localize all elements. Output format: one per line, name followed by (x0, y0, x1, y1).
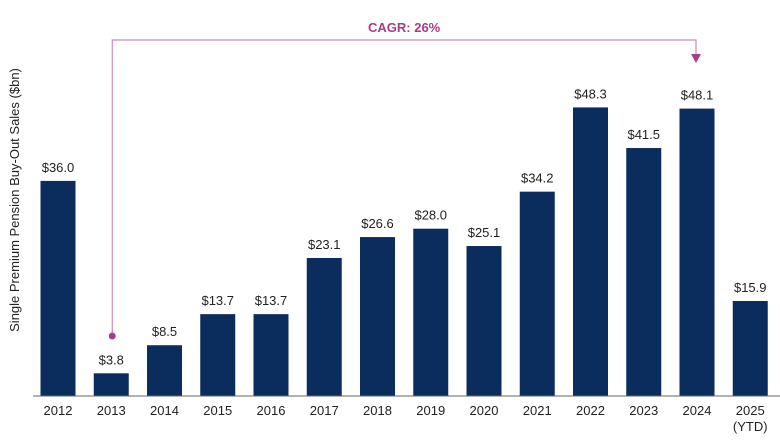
x-tick-2022: 2022 (576, 403, 605, 418)
data-label-2014: $8.5 (152, 324, 177, 339)
x-tick-2017: 2017 (310, 403, 339, 418)
bar-2018 (360, 237, 395, 396)
data-label-2012: $36.0 (42, 160, 75, 175)
data-label-2020: $25.1 (468, 225, 501, 240)
bar-2015 (200, 314, 236, 396)
x-tick-2025: 2025 (736, 403, 765, 418)
x-tick-2012: 2012 (44, 403, 73, 418)
data-label-2016: $13.7 (255, 293, 288, 308)
x-tick-2016: 2016 (257, 403, 286, 418)
x-tick-2019: 2019 (416, 403, 445, 418)
bar-2022 (573, 107, 608, 396)
bar-2021 (519, 191, 555, 396)
bar-2013 (93, 373, 129, 396)
bar-2025 (732, 300, 768, 396)
data-label-2017: $23.1 (308, 237, 341, 252)
x-tick-2014: 2014 (150, 403, 179, 418)
data-label-2023: $41.5 (627, 127, 660, 142)
bar-2019 (413, 228, 449, 396)
bar-2017 (306, 257, 342, 396)
data-label-2013: $3.8 (99, 352, 124, 367)
x-tick-2018: 2018 (363, 403, 392, 418)
data-label-2024: $48.1 (681, 88, 714, 103)
data-label-2025: $15.9 (734, 280, 767, 295)
x-tick-2015: 2015 (203, 403, 232, 418)
cagr-start-dot (108, 332, 116, 340)
x-tick-2021: 2021 (523, 403, 552, 418)
x-tick-2020: 2020 (470, 403, 499, 418)
cagr-arrow-icon (691, 54, 701, 63)
bar-2020 (466, 246, 502, 396)
data-label-2021: $34.2 (521, 171, 554, 186)
cagr-connector (111, 39, 697, 336)
bar-2012 (40, 180, 76, 396)
x-tick-2013: 2013 (97, 403, 126, 418)
y-axis-label: Single Premium Pension Buy-Out Sales ($b… (7, 68, 22, 332)
bar-2024 (679, 108, 715, 396)
data-label-2015: $13.7 (201, 293, 234, 308)
data-label-2019: $28.0 (414, 208, 447, 223)
data-label-2022: $48.3 (574, 86, 607, 101)
x-tick-2024: 2024 (683, 403, 712, 418)
x-tick-2023: 2023 (629, 403, 658, 418)
x-tick-sublabel-2025: (YTD) (733, 419, 768, 434)
cagr-label: CAGR: 26% (368, 20, 441, 35)
data-label-2018: $26.6 (361, 216, 394, 231)
bar-2014 (147, 345, 182, 396)
bar-2016 (253, 314, 289, 396)
bar-2023 (626, 148, 662, 396)
cagr-annotation: CAGR: 26% (108, 20, 701, 340)
